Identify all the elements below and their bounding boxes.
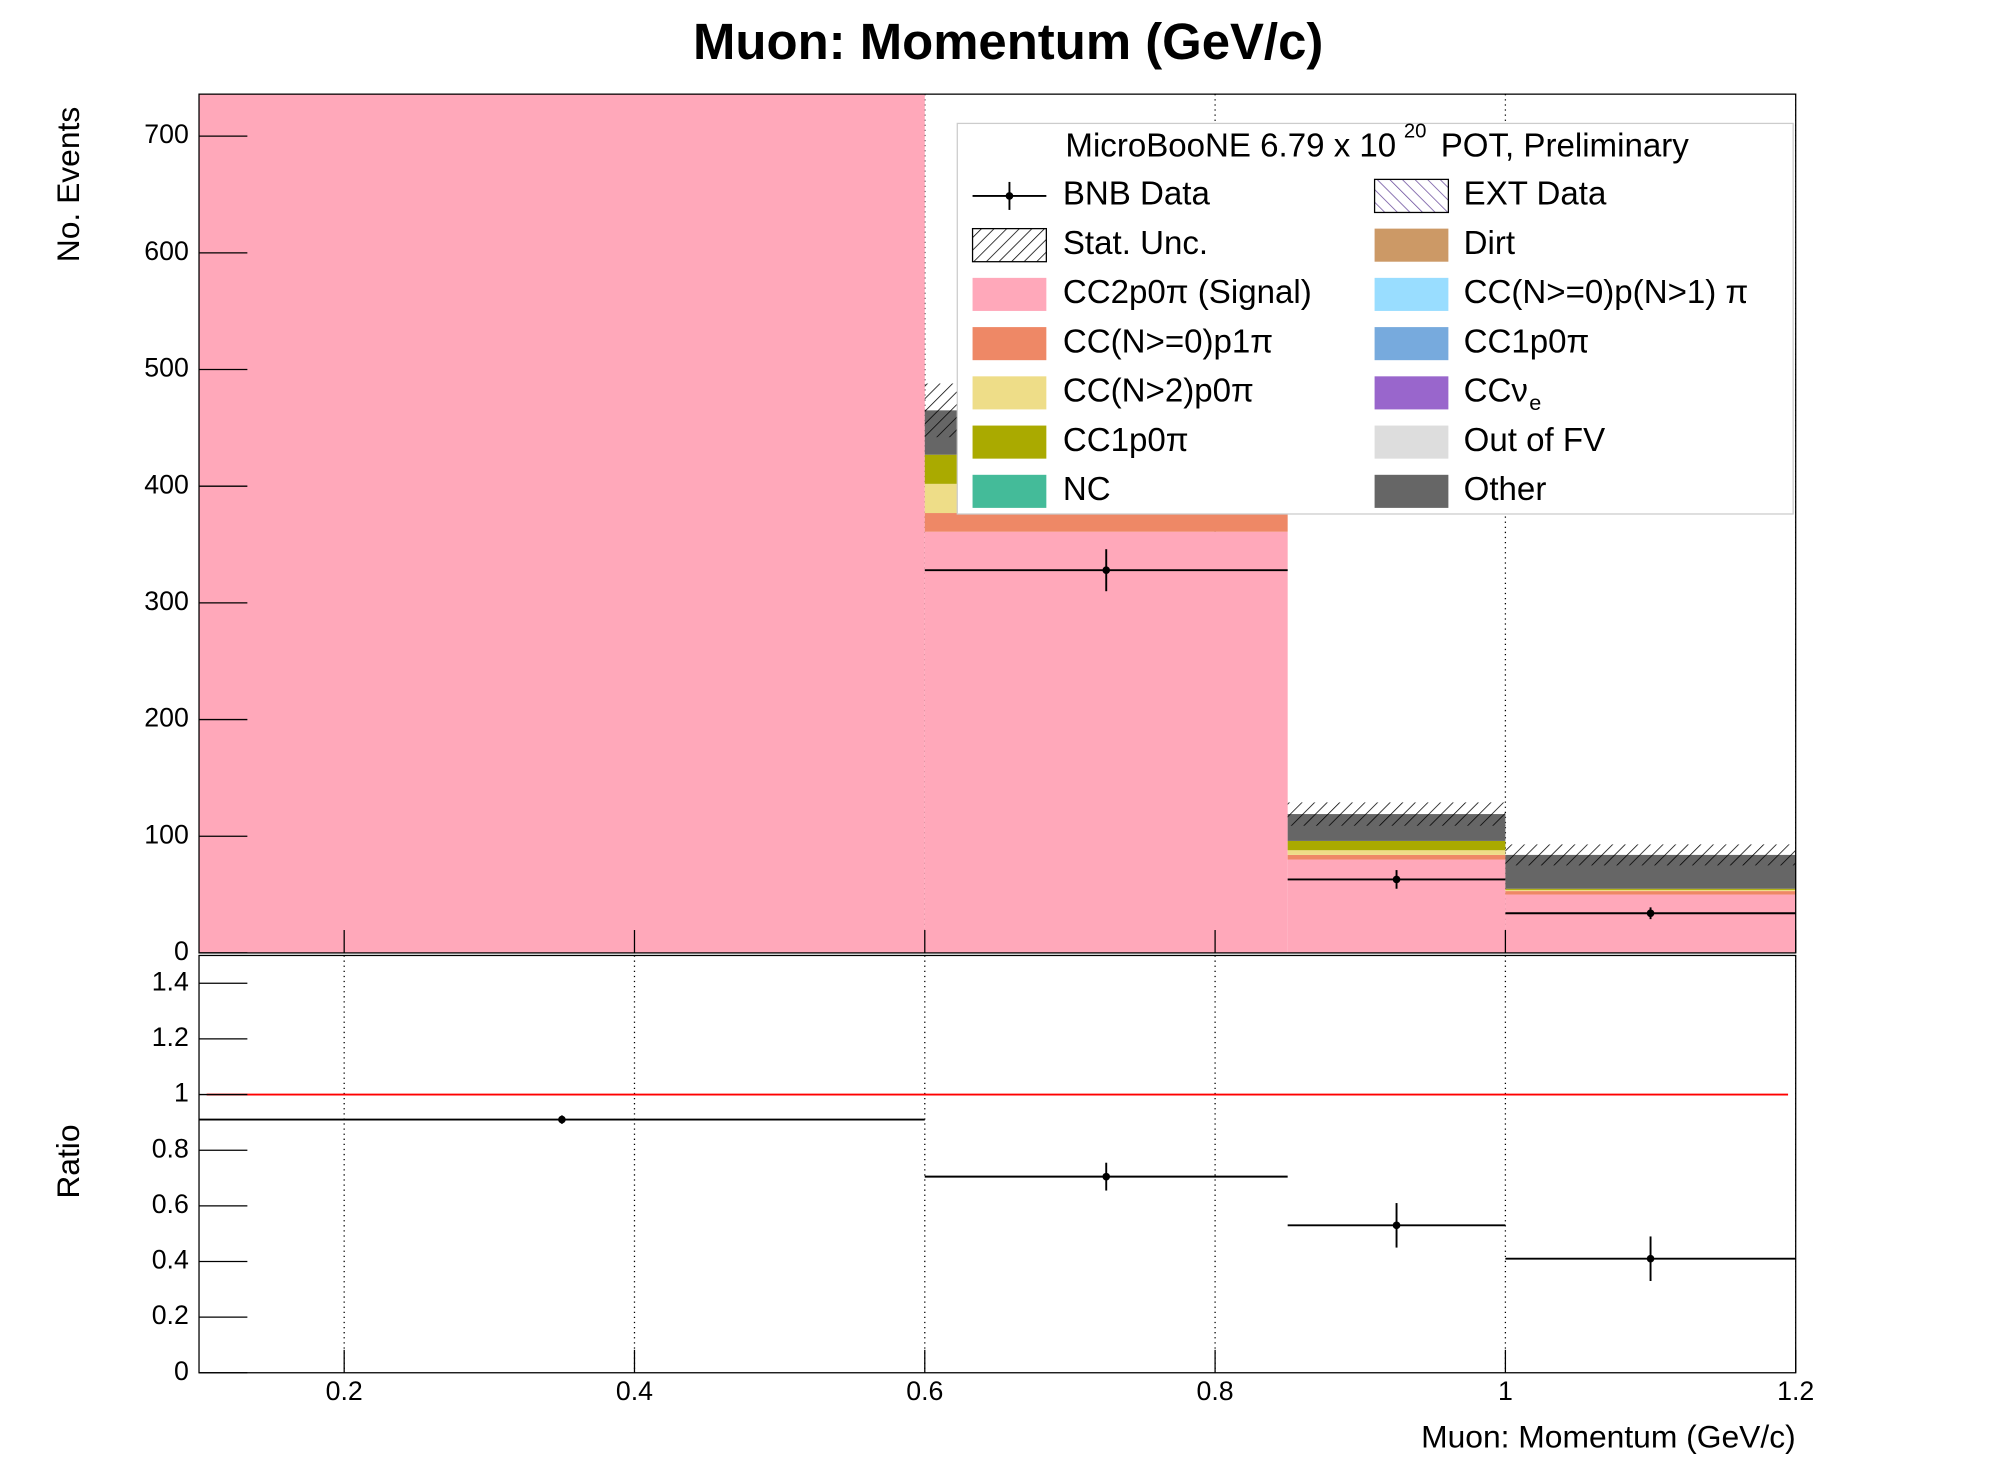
data-point: [1646, 1254, 1655, 1263]
y-tick-label: 600: [144, 236, 189, 266]
legend-title-end: POT, Preliminary: [1441, 127, 1689, 164]
legend-label: Out of FV: [1464, 422, 1605, 459]
legend-swatch: [972, 327, 1047, 361]
legend-label: CC1p0π: [1063, 422, 1189, 459]
y-tick-label: 1.4: [152, 966, 189, 996]
legend-swatch: [972, 277, 1047, 311]
x-tick-label: 1: [1498, 1376, 1513, 1406]
y-tick-label: 400: [144, 469, 189, 499]
histogram-segment: [199, 94, 925, 953]
stat-uncertainty: [1505, 844, 1796, 866]
histogram-segment: [1505, 888, 1796, 890]
y-tick-label: 0.8: [152, 1133, 189, 1163]
legend-title-sup: 20: [1404, 121, 1427, 143]
legend-marker: [1005, 192, 1014, 200]
histogram-segment: [1505, 894, 1796, 953]
data-point: [1392, 1221, 1401, 1230]
x-tick-label: 1.2: [1777, 1376, 1814, 1406]
legend-label: Dirt: [1464, 225, 1515, 262]
data-point: [1102, 1172, 1111, 1181]
y-tick-label: 0: [174, 1356, 189, 1386]
y-tick-label: 1: [174, 1078, 189, 1108]
y-tick-label: 200: [144, 703, 189, 733]
stat-uncertainty: [1287, 802, 1506, 826]
ratio-plot: [199, 955, 1796, 1373]
y-tick-label: 0.4: [152, 1245, 189, 1275]
chart-title: Muon: Momentum (GeV/c): [693, 13, 1323, 70]
legend: MicroBooNE 6.79 x 10 20 POT, Preliminary…: [956, 121, 1794, 515]
x-tick-label: 0.2: [326, 1376, 363, 1406]
x-tick-label: 0.6: [906, 1376, 943, 1406]
legend-label: CC2p0π (Signal): [1063, 274, 1312, 311]
y-tick-label: 1.2: [152, 1022, 189, 1052]
legend-swatch: [1374, 277, 1449, 311]
legend-label: CC(N>=0)p(N>1) π: [1464, 274, 1749, 311]
legend-label: CC(N>=0)p1π: [1063, 323, 1273, 360]
data-point: [1102, 566, 1111, 575]
y-axis-label: Ratio: [50, 1124, 86, 1198]
legend-swatch: [1374, 376, 1449, 410]
legend-swatch: [971, 227, 1047, 263]
legend-swatch: [1374, 474, 1449, 508]
legend-swatch: [1374, 327, 1449, 361]
x-axis-label: Muon: Momentum (GeV/c): [1421, 1418, 1796, 1454]
histogram-segment: [1505, 891, 1796, 895]
legend-label: CC(N>2)p0π: [1063, 373, 1254, 410]
y-tick-label: 700: [144, 119, 189, 149]
legend-swatch: [1374, 425, 1449, 459]
y-axis-label: No. Events: [50, 107, 86, 263]
y-tick-label: 0.2: [152, 1300, 189, 1330]
legend-swatch: [1374, 228, 1449, 262]
y-tick-label: 300: [144, 586, 189, 616]
histogram-segment: [1505, 889, 1796, 892]
y-tick-label: 0: [174, 936, 189, 966]
legend-swatch: [1373, 178, 1450, 214]
legend-label: CC1p0π: [1464, 323, 1590, 360]
axes: 0.2 0.4 0.6 0.8 1 1.2 0 100 200 300 400 500 600 700 0 0…: [144, 93, 1814, 1406]
legend-label: Stat. Unc.: [1063, 225, 1208, 262]
histogram-segment: [1287, 854, 1506, 860]
legend-label: Other: [1464, 471, 1547, 508]
legend-subscript: e: [1529, 390, 1541, 415]
histogram-segment: [1287, 840, 1506, 851]
histogram-segment: [924, 531, 1288, 953]
legend-title: MicroBooNE 6.79 x 10: [1065, 127, 1396, 164]
legend-swatch: [972, 474, 1047, 508]
legend-label: EXT Data: [1464, 176, 1607, 213]
x-tick-label: 0.4: [616, 1376, 653, 1406]
y-tick-label: 0.6: [152, 1189, 189, 1219]
x-tick-label: 0.8: [1197, 1376, 1234, 1406]
legend-label: BNB Data: [1063, 176, 1211, 213]
histogram-segment: [1287, 850, 1506, 855]
legend-label: CCν: [1464, 373, 1528, 410]
data-point: [1646, 909, 1655, 918]
histogram-segment: [924, 513, 1288, 532]
data-point: [1392, 875, 1401, 884]
data-point: [558, 1115, 566, 1124]
y-tick-label: 100: [144, 819, 189, 849]
y-tick-label: 500: [144, 353, 189, 383]
legend-label: NC: [1063, 471, 1111, 508]
legend-swatch: [972, 376, 1047, 410]
legend-swatch: [972, 425, 1047, 459]
